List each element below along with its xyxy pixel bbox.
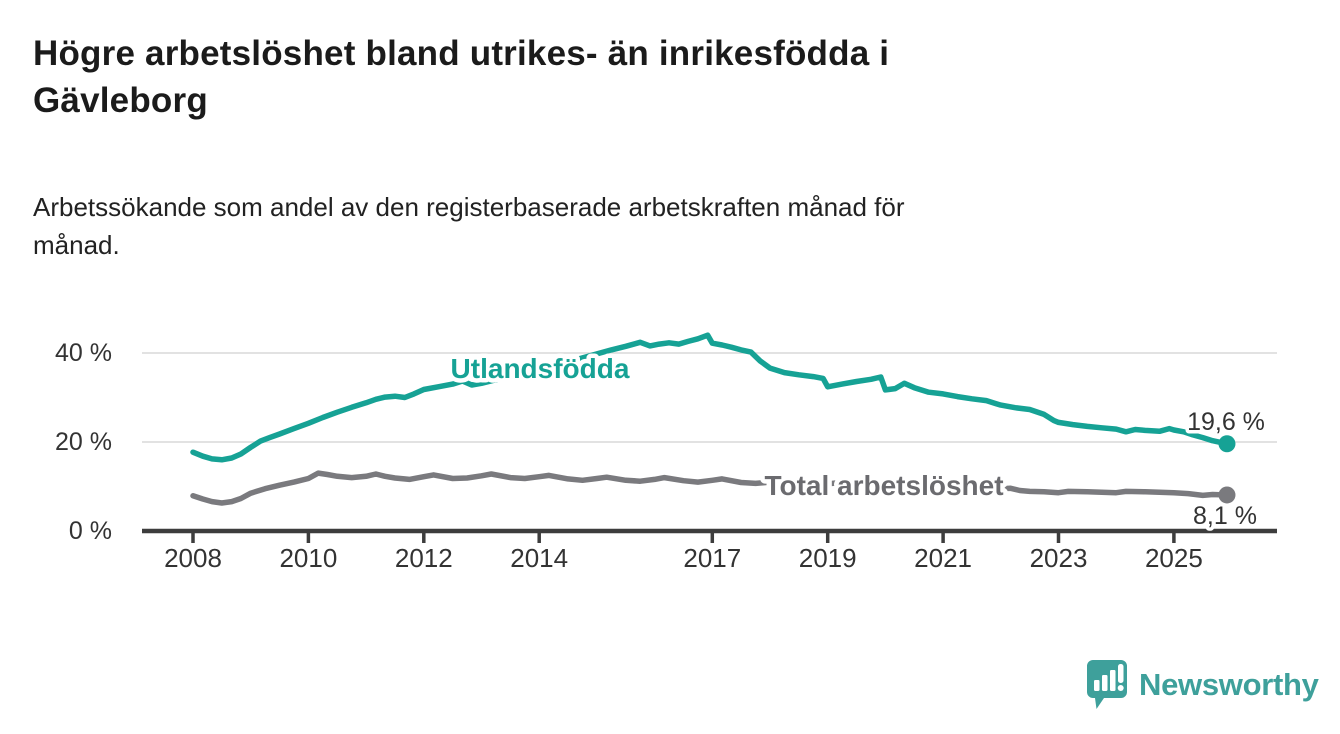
x-tick-label-2025: 2025 bbox=[1145, 543, 1203, 573]
logo-bar-2 bbox=[1102, 675, 1108, 691]
total-end-dot bbox=[1218, 486, 1236, 504]
page-title-line1: Högre arbetslöshet bland utrikes- än inr… bbox=[33, 34, 890, 73]
chart-subtitle-line1: Arbetssökande som andel av den registerb… bbox=[33, 192, 905, 222]
x-tick-label-2010: 2010 bbox=[279, 543, 337, 573]
utlandsfodda-end-value: 19,6 % bbox=[1187, 408, 1265, 436]
total-arbetsloshet-line bbox=[190, 470, 1230, 506]
total-end-value: 8,1 % bbox=[1193, 502, 1257, 530]
chart-subtitle: Arbetssökande som andel av den registerb… bbox=[33, 188, 1233, 264]
total-arbetsloshet-series-label: Total arbetslöshet bbox=[764, 470, 1003, 501]
logo-exclamation-bar bbox=[1118, 664, 1124, 683]
utlandsfodda-end-dot bbox=[1218, 435, 1236, 453]
logo-bar-1 bbox=[1094, 680, 1100, 691]
newsworthy-logo: Newsworthy bbox=[1085, 655, 1325, 715]
utlandsfodda-line bbox=[190, 332, 1230, 463]
x-tick-label-2008: 2008 bbox=[164, 543, 222, 573]
x-tick-label-2019: 2019 bbox=[799, 543, 857, 573]
chart-subtitle-line2: månad. bbox=[33, 230, 120, 260]
x-tick-label-2014: 2014 bbox=[510, 543, 568, 573]
y-tick-label-20: 20 % bbox=[55, 428, 112, 456]
x-tick-label-2012: 2012 bbox=[395, 543, 453, 573]
y-tick-label-40: 40 % bbox=[55, 339, 112, 367]
page-title: Högre arbetslöshet bland utrikes- än inr… bbox=[33, 30, 1233, 124]
logo-exclamation-dot bbox=[1117, 685, 1124, 691]
x-tick-label-2017: 2017 bbox=[683, 543, 741, 573]
x-tick-label-2021: 2021 bbox=[914, 543, 972, 573]
page-title-line2: Gävleborg bbox=[33, 81, 208, 120]
y-tick-label-0: 0 % bbox=[69, 517, 112, 545]
x-tick-label-2023: 2023 bbox=[1030, 543, 1088, 573]
newsworthy-logo-icon bbox=[1087, 660, 1127, 709]
newsworthy-logo-text: Newsworthy bbox=[1139, 667, 1319, 702]
utlandsfodda-series-label: Utlandsfödda bbox=[451, 353, 630, 384]
logo-bar-3 bbox=[1110, 670, 1116, 691]
